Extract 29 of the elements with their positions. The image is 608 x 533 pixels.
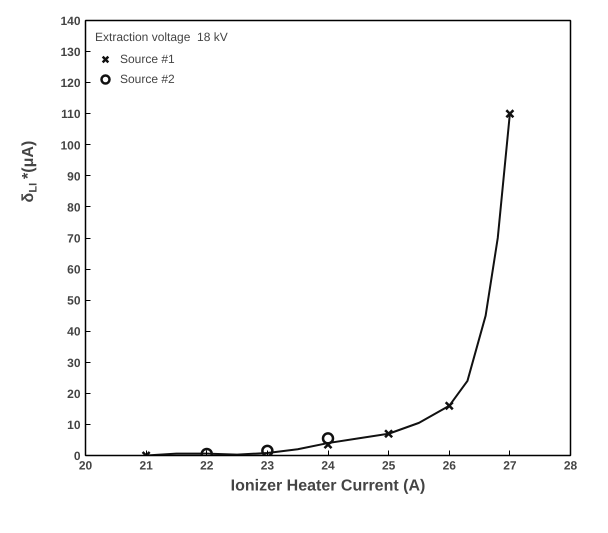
y-tick-label: 140 (60, 14, 81, 28)
x-tick-label: 27 (503, 458, 517, 472)
y-tick-label: 40 (67, 324, 81, 339)
y-tick-label: 130 (60, 45, 81, 60)
y-tick-label: 50 (67, 294, 81, 308)
x-axis-title: Ionizer Heater Current (A) (230, 478, 426, 494)
y-tick-label: 10 (67, 418, 81, 432)
legend-label: Source #2 (120, 72, 175, 86)
y-tick-label: 0 (74, 449, 81, 463)
y-tick-label: 120 (60, 76, 81, 90)
legend-label: Source #1 (120, 52, 175, 66)
x-tick-label: 23 (260, 458, 274, 472)
legend-title: Extraction voltage 18 kV (95, 30, 228, 44)
y-tick-label: 20 (67, 386, 81, 401)
y-tick-label: 70 (67, 232, 81, 246)
y-tick-label: 110 (61, 107, 81, 122)
x-tick-label: 24 (321, 458, 335, 472)
y-axis-title: δLI *(μA) (20, 140, 40, 202)
y-tick-label: 30 (67, 356, 81, 370)
x-tick-label: 20 (78, 458, 92, 472)
x-tick-label: 28 (564, 458, 578, 472)
y-tick-label: 60 (67, 262, 81, 277)
y-tick-label: 80 (67, 200, 81, 214)
y-tick-label: 90 (67, 169, 81, 184)
x-tick-label: 25 (382, 458, 396, 472)
y-tick-label: 100 (60, 138, 81, 152)
x-tick-label: 22 (200, 458, 214, 472)
x-tick-label: 21 (139, 458, 154, 472)
x-tick-label: 26 (442, 458, 456, 472)
